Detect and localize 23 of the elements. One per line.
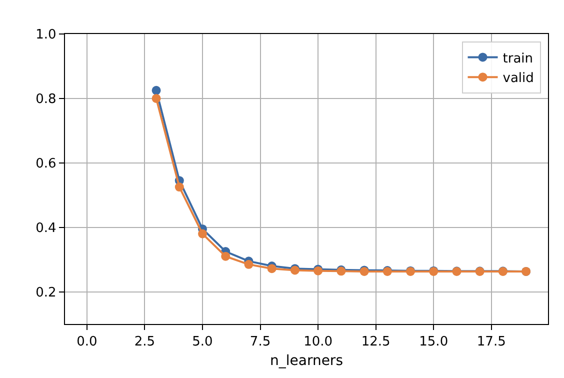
legend-label: valid — [502, 71, 534, 86]
point — [221, 252, 230, 261]
y-tick-label: 0.8 — [36, 92, 56, 107]
x-tick-label: 7.5 — [250, 334, 271, 350]
y-tick-label: 0.2 — [36, 285, 56, 300]
x-tick-label: 17.5 — [476, 334, 506, 350]
point — [244, 260, 254, 269]
point — [174, 182, 184, 192]
point — [198, 229, 207, 238]
y-tick-label: 0.4 — [36, 220, 56, 236]
x-tick-label: 12.5 — [361, 334, 390, 350]
point — [152, 86, 161, 95]
x-tick-label: 2.5 — [134, 334, 156, 350]
x-tick-label: 10.0 — [304, 334, 333, 350]
y-tick-label: 1.0 — [36, 28, 56, 43]
point — [152, 94, 161, 103]
legend-label: train — [502, 51, 534, 66]
x-axis-title: n_learners — [270, 353, 344, 369]
x-tick-label: 15.0 — [419, 334, 448, 350]
point — [267, 264, 276, 274]
x-tick-label: 5.0 — [192, 334, 213, 350]
y-tick-label: 0.6 — [36, 156, 56, 172]
x-tick-label: 0.0 — [76, 334, 98, 350]
